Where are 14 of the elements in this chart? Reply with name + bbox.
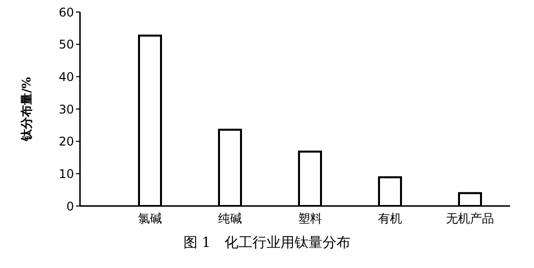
x-tick-label: 塑料	[298, 212, 322, 226]
x-tick-label: 氯碱	[138, 212, 162, 226]
y-tick-label: 50	[58, 38, 74, 52]
y-tick-label: 10	[58, 166, 74, 181]
y-tick-label: 40	[58, 70, 74, 84]
x-tick-label: 有机	[378, 212, 402, 226]
y-axis-title: 钛分布量/%	[19, 76, 34, 142]
text: 图 1 化工行业用钛量分布	[182, 234, 352, 252]
x-tick-label: 纯碱	[218, 212, 242, 226]
y-tick-label: 60	[58, 5, 74, 20]
y-tick-label: 0	[66, 199, 74, 214]
y-tick-label: 30	[58, 102, 74, 116]
x-tick-label: 无机产品	[446, 212, 494, 226]
y-tick-label: 20	[58, 134, 74, 149]
